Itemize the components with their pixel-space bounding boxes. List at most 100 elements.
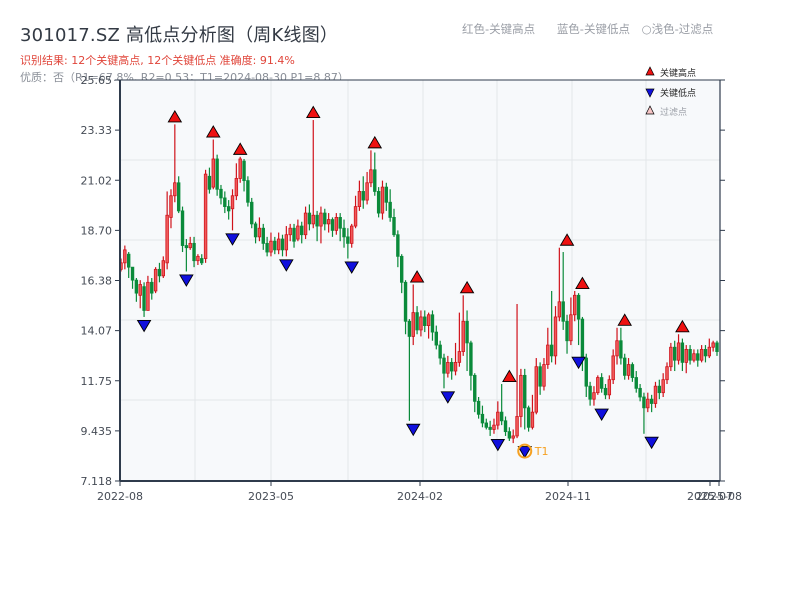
candle-down	[223, 197, 227, 207]
candle-down	[342, 227, 346, 238]
candle-down	[376, 191, 381, 214]
key-low-marker-icon	[405, 423, 421, 437]
candle-up	[288, 227, 292, 236]
candle-down	[619, 340, 623, 359]
candle-up	[284, 234, 289, 251]
y-tick-label: 9.435	[81, 425, 113, 438]
candle-down	[623, 357, 627, 376]
candle-down	[438, 344, 442, 359]
x-tick-label: 2025-07	[687, 490, 733, 503]
candle-down	[399, 255, 404, 283]
candle-up	[211, 158, 215, 188]
candle-up	[138, 284, 142, 296]
candle-up	[665, 366, 669, 381]
key-point-markers: T1	[136, 105, 690, 459]
legend-marker-icon	[645, 105, 655, 115]
candle-down	[242, 160, 246, 182]
key-high-marker-icon	[409, 270, 425, 283]
y-tick-label: 18.70	[81, 224, 113, 237]
candle-up	[661, 379, 665, 394]
key-high-marker-icon	[232, 142, 248, 155]
key-low-marker-icon	[517, 446, 533, 459]
candle-up	[173, 182, 177, 197]
candle-down	[673, 346, 677, 361]
key-high-marker-icon	[205, 125, 221, 138]
candle-down	[476, 400, 481, 415]
candle-down	[630, 364, 635, 378]
candle-up	[553, 316, 558, 357]
candle-down	[634, 377, 638, 389]
candle-down	[361, 191, 365, 201]
y-tick-label: 7.118	[81, 475, 113, 488]
candle-down	[315, 214, 319, 227]
axes: 7.118 9.435 11.75 14.07 16.38 18.70 21.02 23.33…	[81, 74, 742, 503]
candle-up	[546, 344, 550, 365]
candle-up	[196, 255, 200, 262]
candle-up	[492, 424, 496, 430]
candle-up	[353, 206, 358, 227]
y-tick-label: 16.38	[81, 275, 113, 288]
candle-down	[280, 238, 285, 251]
candle-up	[676, 342, 681, 361]
candle-up	[496, 411, 500, 426]
candles	[119, 120, 719, 444]
header-legend-filtered: ○浅色-过滤点	[641, 22, 714, 36]
candle-down	[657, 385, 662, 394]
candle-down	[580, 318, 585, 359]
candle-up	[542, 364, 546, 387]
candle-up	[461, 320, 465, 352]
candle-up	[615, 340, 619, 357]
candle-down	[292, 227, 296, 242]
candle-down	[603, 387, 608, 396]
candle-down	[503, 420, 508, 433]
candle-up	[684, 348, 688, 363]
candle-down	[300, 225, 304, 236]
candle-up	[692, 353, 696, 361]
candle-down	[584, 357, 588, 387]
candle-up	[457, 351, 462, 363]
candle-up	[169, 195, 173, 218]
candle-up	[453, 361, 458, 372]
legend-label: 关键高点	[660, 67, 696, 79]
candle-down	[373, 169, 377, 192]
candle-up	[530, 411, 535, 428]
candle-down	[192, 242, 196, 262]
candle-down	[176, 182, 181, 212]
x-tick-label: 2024-02	[397, 490, 443, 503]
key-low-marker-icon	[344, 261, 359, 274]
candle-up	[350, 225, 354, 244]
candle-up	[234, 178, 239, 197]
candle-up	[276, 238, 281, 251]
candle-down	[330, 219, 335, 231]
candle-up	[626, 364, 631, 376]
candle-up	[269, 240, 273, 253]
key-high-marker-icon	[502, 369, 517, 383]
candle-up	[326, 219, 331, 225]
t1-ring-icon	[517, 443, 533, 459]
candle-down	[126, 253, 131, 268]
candle-down	[484, 422, 488, 428]
candle-down	[307, 212, 312, 225]
key-high-marker-icon	[559, 233, 575, 246]
candle-up	[446, 361, 450, 374]
y-tick-label: 21.02	[81, 174, 113, 187]
candle-up	[123, 249, 127, 264]
candle-up	[146, 281, 150, 311]
legend-label: 关键低点	[660, 87, 696, 99]
candle-up	[296, 225, 300, 240]
candle-up	[515, 416, 519, 437]
candle-down	[499, 411, 504, 422]
candle-down	[507, 431, 512, 439]
y-tick-label: 23.33	[81, 124, 113, 137]
x-tick-label: 2024-11	[545, 490, 591, 503]
key-high-marker-icon	[305, 105, 321, 119]
header-legend-high: 红色-关键高点	[462, 22, 536, 36]
candle-up	[230, 195, 235, 210]
candle-up	[238, 158, 242, 179]
candle-down	[649, 398, 654, 404]
key-low-marker-icon	[279, 259, 294, 272]
candle-down	[215, 158, 219, 190]
candle-down	[599, 377, 604, 389]
key-high-marker-icon	[459, 280, 475, 294]
candle-up	[311, 214, 315, 225]
